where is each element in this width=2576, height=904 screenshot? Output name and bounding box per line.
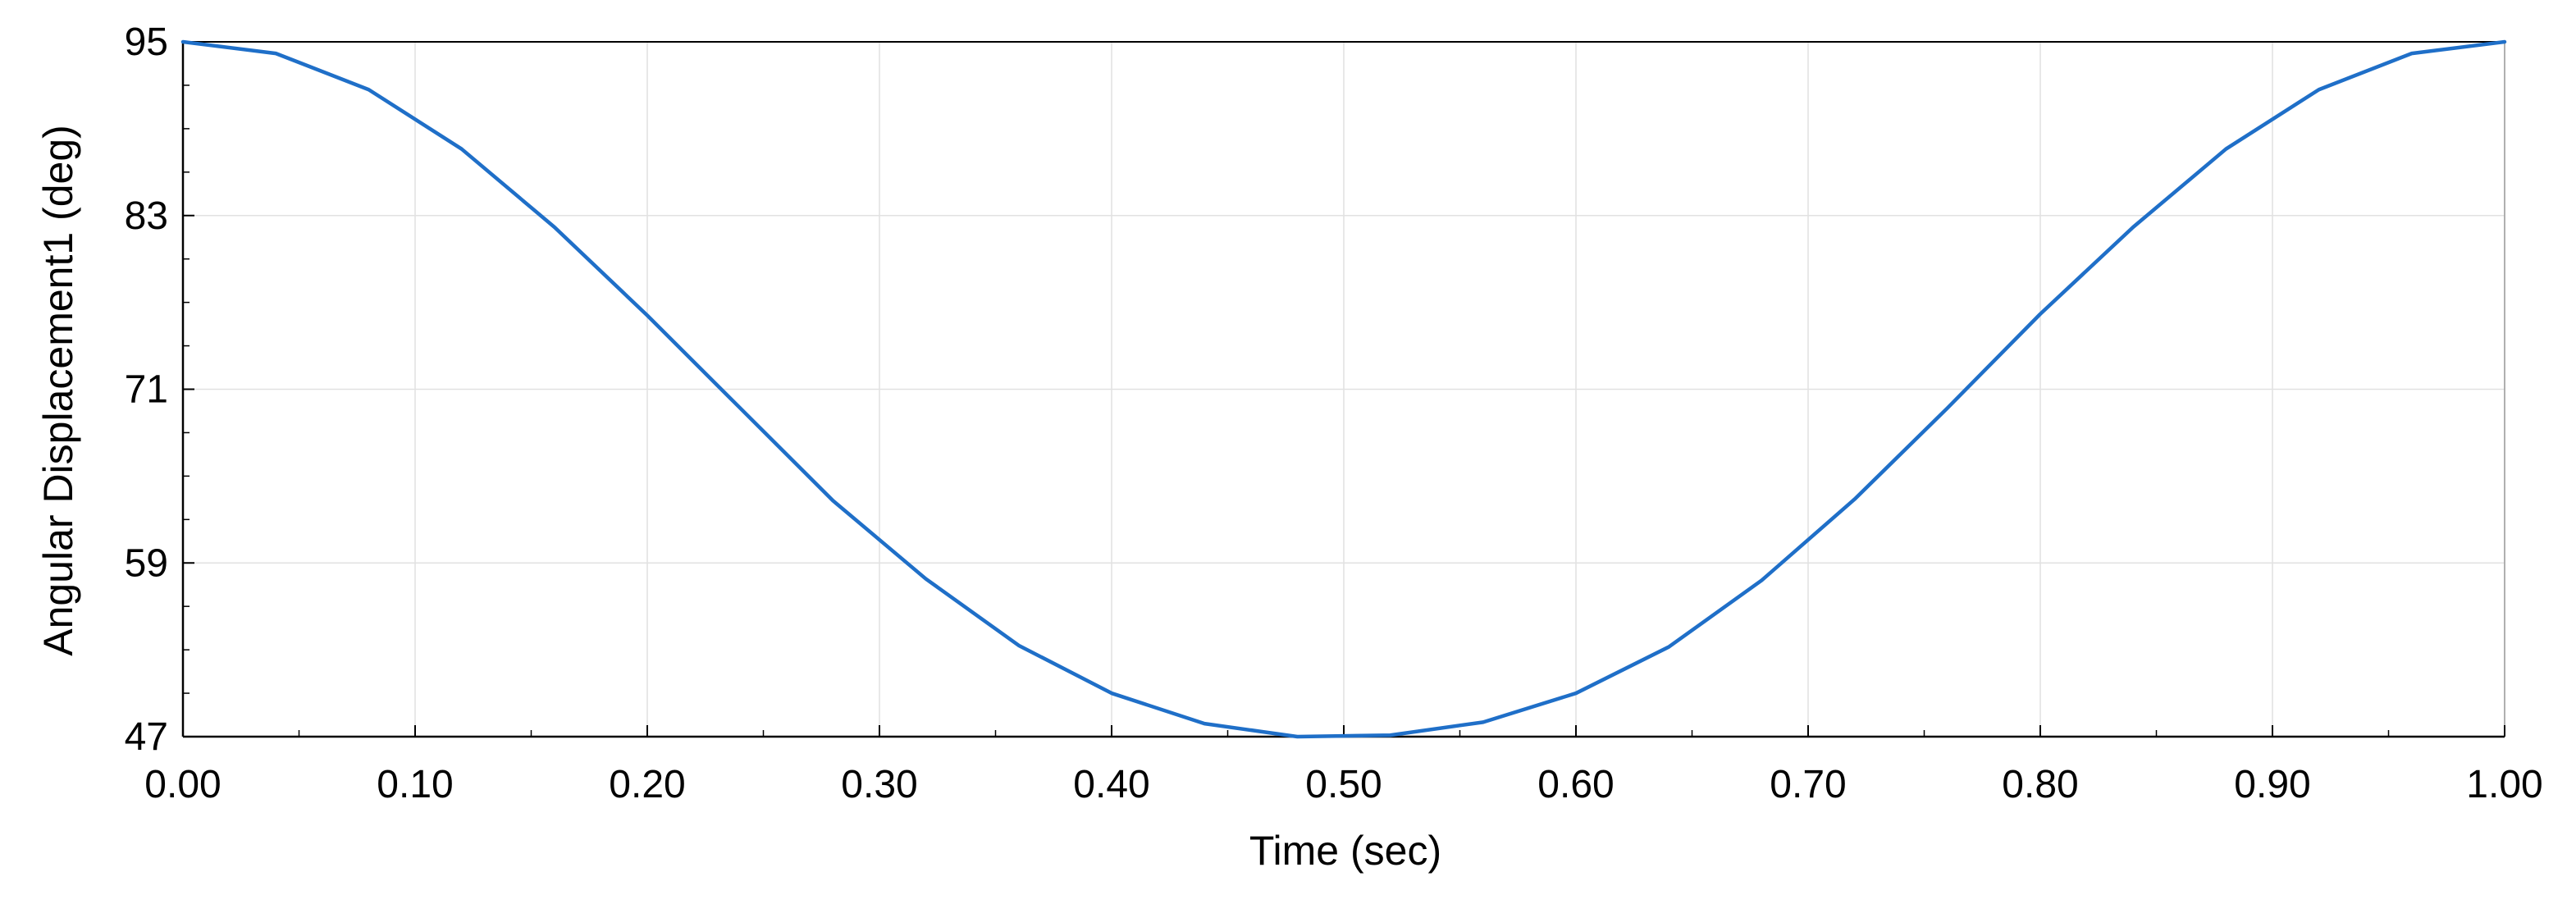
y-tick-labels: 47 59 71 83 95 <box>125 21 168 759</box>
grid-lines <box>182 41 2505 737</box>
x-tick-label: 0.70 <box>1770 763 1846 806</box>
y-tick-label: 71 <box>125 368 168 412</box>
x-tick-label: 0.90 <box>2234 763 2310 806</box>
y-tick-label: 59 <box>125 541 168 585</box>
series-lines <box>180 39 2507 739</box>
y-tick-label: 83 <box>125 194 168 238</box>
x-tick-label: 0.50 <box>1305 763 1382 806</box>
x-tick-label: 0.30 <box>841 763 917 806</box>
y-axis-label: Angular Displacement1 (deg) <box>35 125 81 656</box>
x-tick-label: 0.40 <box>1073 763 1149 806</box>
x-tick-label: 1.00 <box>2466 763 2542 806</box>
x-tick-labels: 0.00 0.10 0.20 0.30 0.40 0.50 0.60 0.70 0.80 0.90… <box>144 763 2542 806</box>
x-tick-label: 0.10 <box>377 763 453 806</box>
x-tick-label: 0.20 <box>609 763 685 806</box>
x-tick-label: 0.60 <box>1537 763 1614 806</box>
x-tick-label: 0.80 <box>2002 763 2078 806</box>
x-axis-label: Time (sec) <box>1249 828 1441 874</box>
series-line-1 <box>180 39 2507 739</box>
y-tick-label: 47 <box>125 715 168 759</box>
y-tick-label: 95 <box>125 21 168 64</box>
x-tick-label: 0.00 <box>144 763 221 806</box>
